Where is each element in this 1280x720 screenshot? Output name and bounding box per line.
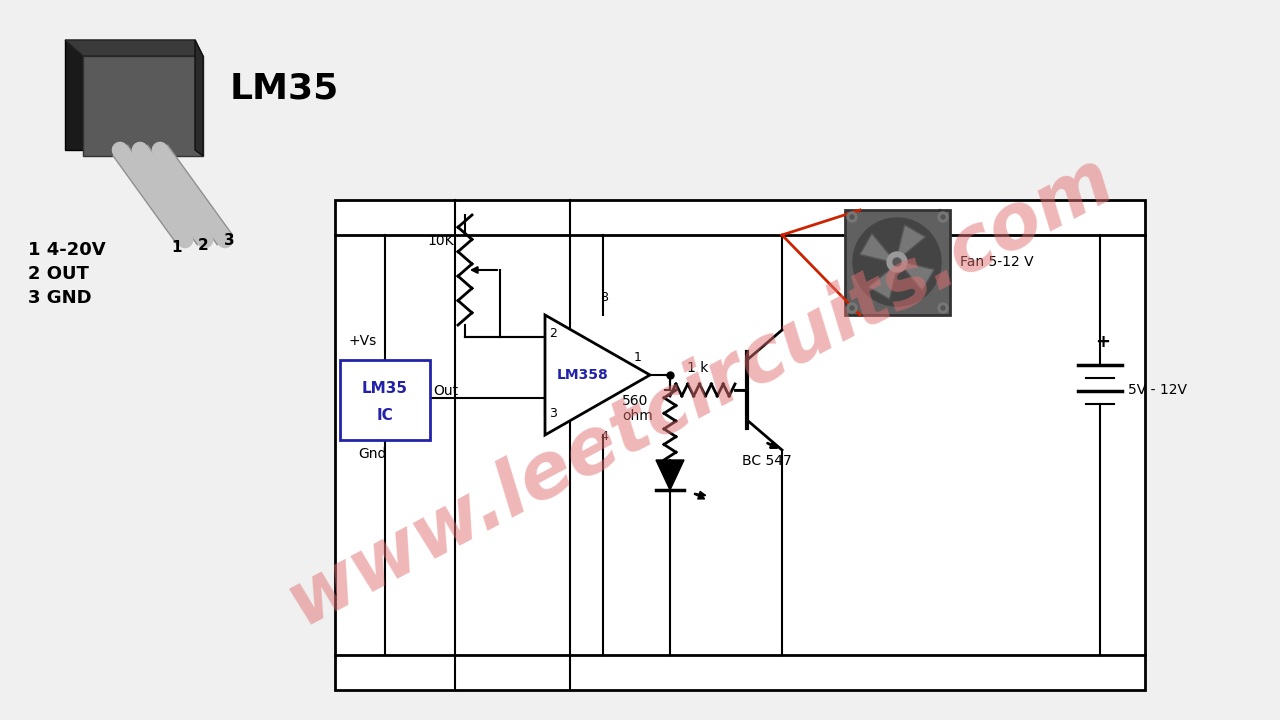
Text: 2: 2 <box>197 238 209 253</box>
Polygon shape <box>860 233 893 262</box>
Polygon shape <box>868 266 897 300</box>
Text: 5V - 12V: 5V - 12V <box>1128 383 1187 397</box>
Circle shape <box>850 306 854 310</box>
Polygon shape <box>83 56 204 156</box>
Text: LM358: LM358 <box>557 368 609 382</box>
Text: www.leetcircuits.com: www.leetcircuits.com <box>274 140 1125 640</box>
Circle shape <box>938 303 948 313</box>
Circle shape <box>852 218 941 306</box>
Text: 1 k: 1 k <box>687 361 708 375</box>
Text: BC 547: BC 547 <box>742 454 792 468</box>
Text: 3 GND: 3 GND <box>28 289 92 307</box>
Text: 10K: 10K <box>428 234 453 248</box>
Circle shape <box>847 303 858 313</box>
Text: 3: 3 <box>549 407 557 420</box>
Bar <box>845 210 950 315</box>
Text: 3: 3 <box>224 233 234 248</box>
Text: Gnd: Gnd <box>358 447 387 461</box>
Text: LM35: LM35 <box>230 71 339 105</box>
Text: +Vs: +Vs <box>348 334 376 348</box>
Polygon shape <box>65 40 195 150</box>
Text: 1: 1 <box>634 351 641 364</box>
Text: 4: 4 <box>600 430 608 443</box>
Polygon shape <box>195 40 204 156</box>
Text: 2 OUT: 2 OUT <box>28 265 88 283</box>
Text: ohm: ohm <box>622 409 653 423</box>
Circle shape <box>893 258 901 266</box>
Circle shape <box>850 215 854 219</box>
Polygon shape <box>901 262 934 291</box>
Circle shape <box>847 212 858 222</box>
Circle shape <box>887 252 908 272</box>
Text: 560: 560 <box>622 394 649 408</box>
Bar <box>335 200 1146 690</box>
Polygon shape <box>65 40 204 56</box>
Text: +: + <box>1094 333 1110 351</box>
Bar <box>340 360 430 440</box>
Circle shape <box>941 215 945 219</box>
Text: Out: Out <box>433 384 458 398</box>
Text: 1 4-20V: 1 4-20V <box>28 241 106 259</box>
Polygon shape <box>897 225 925 258</box>
Text: IC: IC <box>376 408 393 423</box>
Text: LM35: LM35 <box>362 380 408 395</box>
Circle shape <box>938 212 948 222</box>
Text: 1: 1 <box>172 240 182 255</box>
Polygon shape <box>545 315 650 435</box>
Polygon shape <box>657 460 684 490</box>
Circle shape <box>941 306 945 310</box>
Text: Fan 5-12 V: Fan 5-12 V <box>960 255 1034 269</box>
Text: 8: 8 <box>600 291 608 304</box>
Text: 2: 2 <box>549 327 557 340</box>
